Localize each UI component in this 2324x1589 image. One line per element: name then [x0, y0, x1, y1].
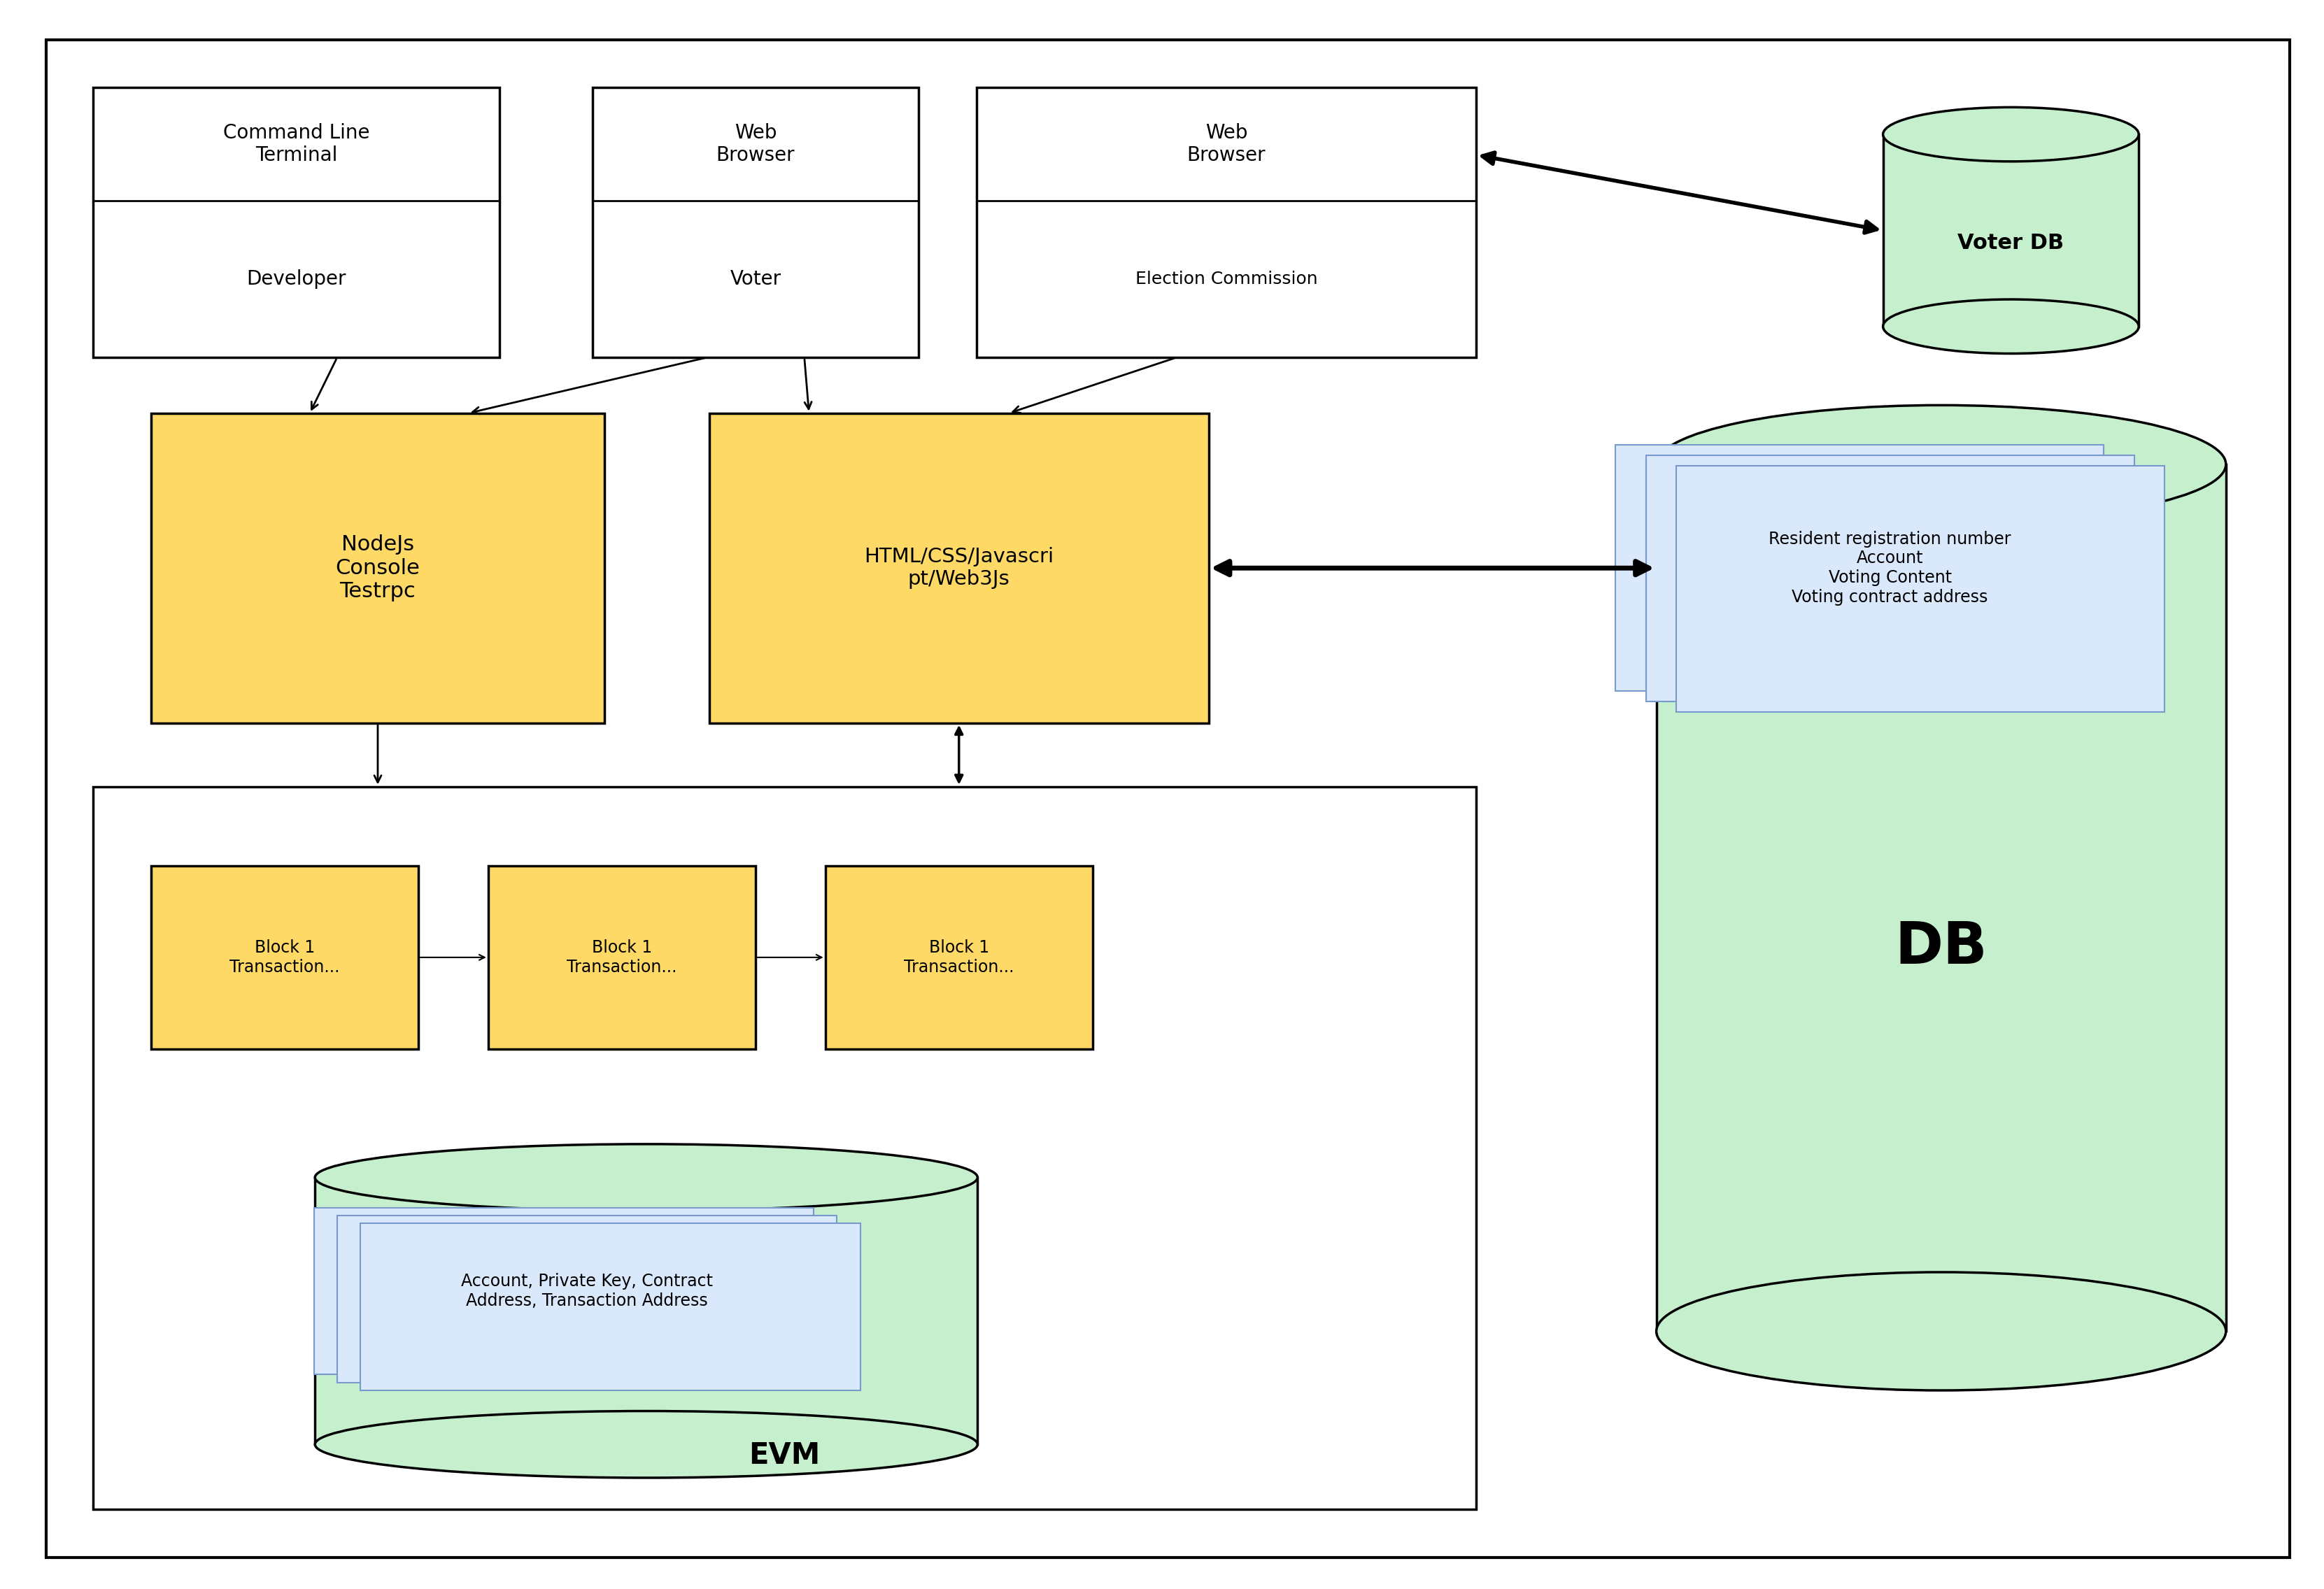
Bar — [316, 1177, 976, 1444]
Ellipse shape — [316, 1411, 978, 1478]
FancyBboxPatch shape — [1676, 466, 2164, 712]
FancyBboxPatch shape — [825, 866, 1092, 1049]
FancyBboxPatch shape — [1615, 445, 2103, 691]
Text: EVM: EVM — [748, 1441, 820, 1470]
FancyBboxPatch shape — [93, 87, 500, 358]
FancyBboxPatch shape — [46, 40, 2289, 1557]
FancyBboxPatch shape — [709, 413, 1208, 723]
FancyBboxPatch shape — [360, 1224, 860, 1390]
Ellipse shape — [1655, 405, 2224, 523]
Text: Voter: Voter — [730, 270, 781, 289]
Text: Block 1
Transaction...: Block 1 Transaction... — [904, 939, 1013, 976]
Text: Account, Private Key, Contract
Address, Transaction Address: Account, Private Key, Contract Address, … — [460, 1273, 713, 1309]
Bar — [1655, 464, 2224, 1332]
Ellipse shape — [1882, 108, 2138, 162]
FancyBboxPatch shape — [151, 413, 604, 723]
Text: DB: DB — [1894, 918, 1987, 976]
FancyBboxPatch shape — [1645, 456, 2133, 702]
Text: Block 1
Transaction...: Block 1 Transaction... — [230, 939, 339, 976]
Text: Developer: Developer — [246, 270, 346, 289]
Ellipse shape — [1655, 1273, 2224, 1390]
FancyBboxPatch shape — [151, 866, 418, 1049]
Text: Voter DB: Voter DB — [1957, 232, 2064, 253]
Ellipse shape — [1882, 299, 2138, 354]
Text: NodeJs
Console
Testrpc: NodeJs Console Testrpc — [335, 534, 421, 602]
FancyBboxPatch shape — [488, 866, 755, 1049]
Text: Resident registration number
Account
Voting Content
Voting contract address: Resident registration number Account Vot… — [1769, 531, 2010, 605]
Text: HTML/CSS/Javascri
pt/Web3Js: HTML/CSS/Javascri pt/Web3Js — [865, 547, 1053, 590]
Text: Web
Browser: Web Browser — [716, 122, 795, 165]
Text: Block 1
Transaction...: Block 1 Transaction... — [567, 939, 676, 976]
FancyBboxPatch shape — [593, 87, 918, 358]
Bar — [1882, 135, 2138, 326]
Text: Election Commission: Election Commission — [1134, 270, 1318, 288]
Text: Command Line
Terminal: Command Line Terminal — [223, 122, 370, 165]
Text: Web
Browser: Web Browser — [1188, 122, 1264, 165]
FancyBboxPatch shape — [337, 1216, 837, 1382]
FancyBboxPatch shape — [976, 87, 1476, 358]
FancyBboxPatch shape — [314, 1208, 813, 1374]
FancyBboxPatch shape — [93, 787, 1476, 1510]
Ellipse shape — [316, 1144, 978, 1211]
